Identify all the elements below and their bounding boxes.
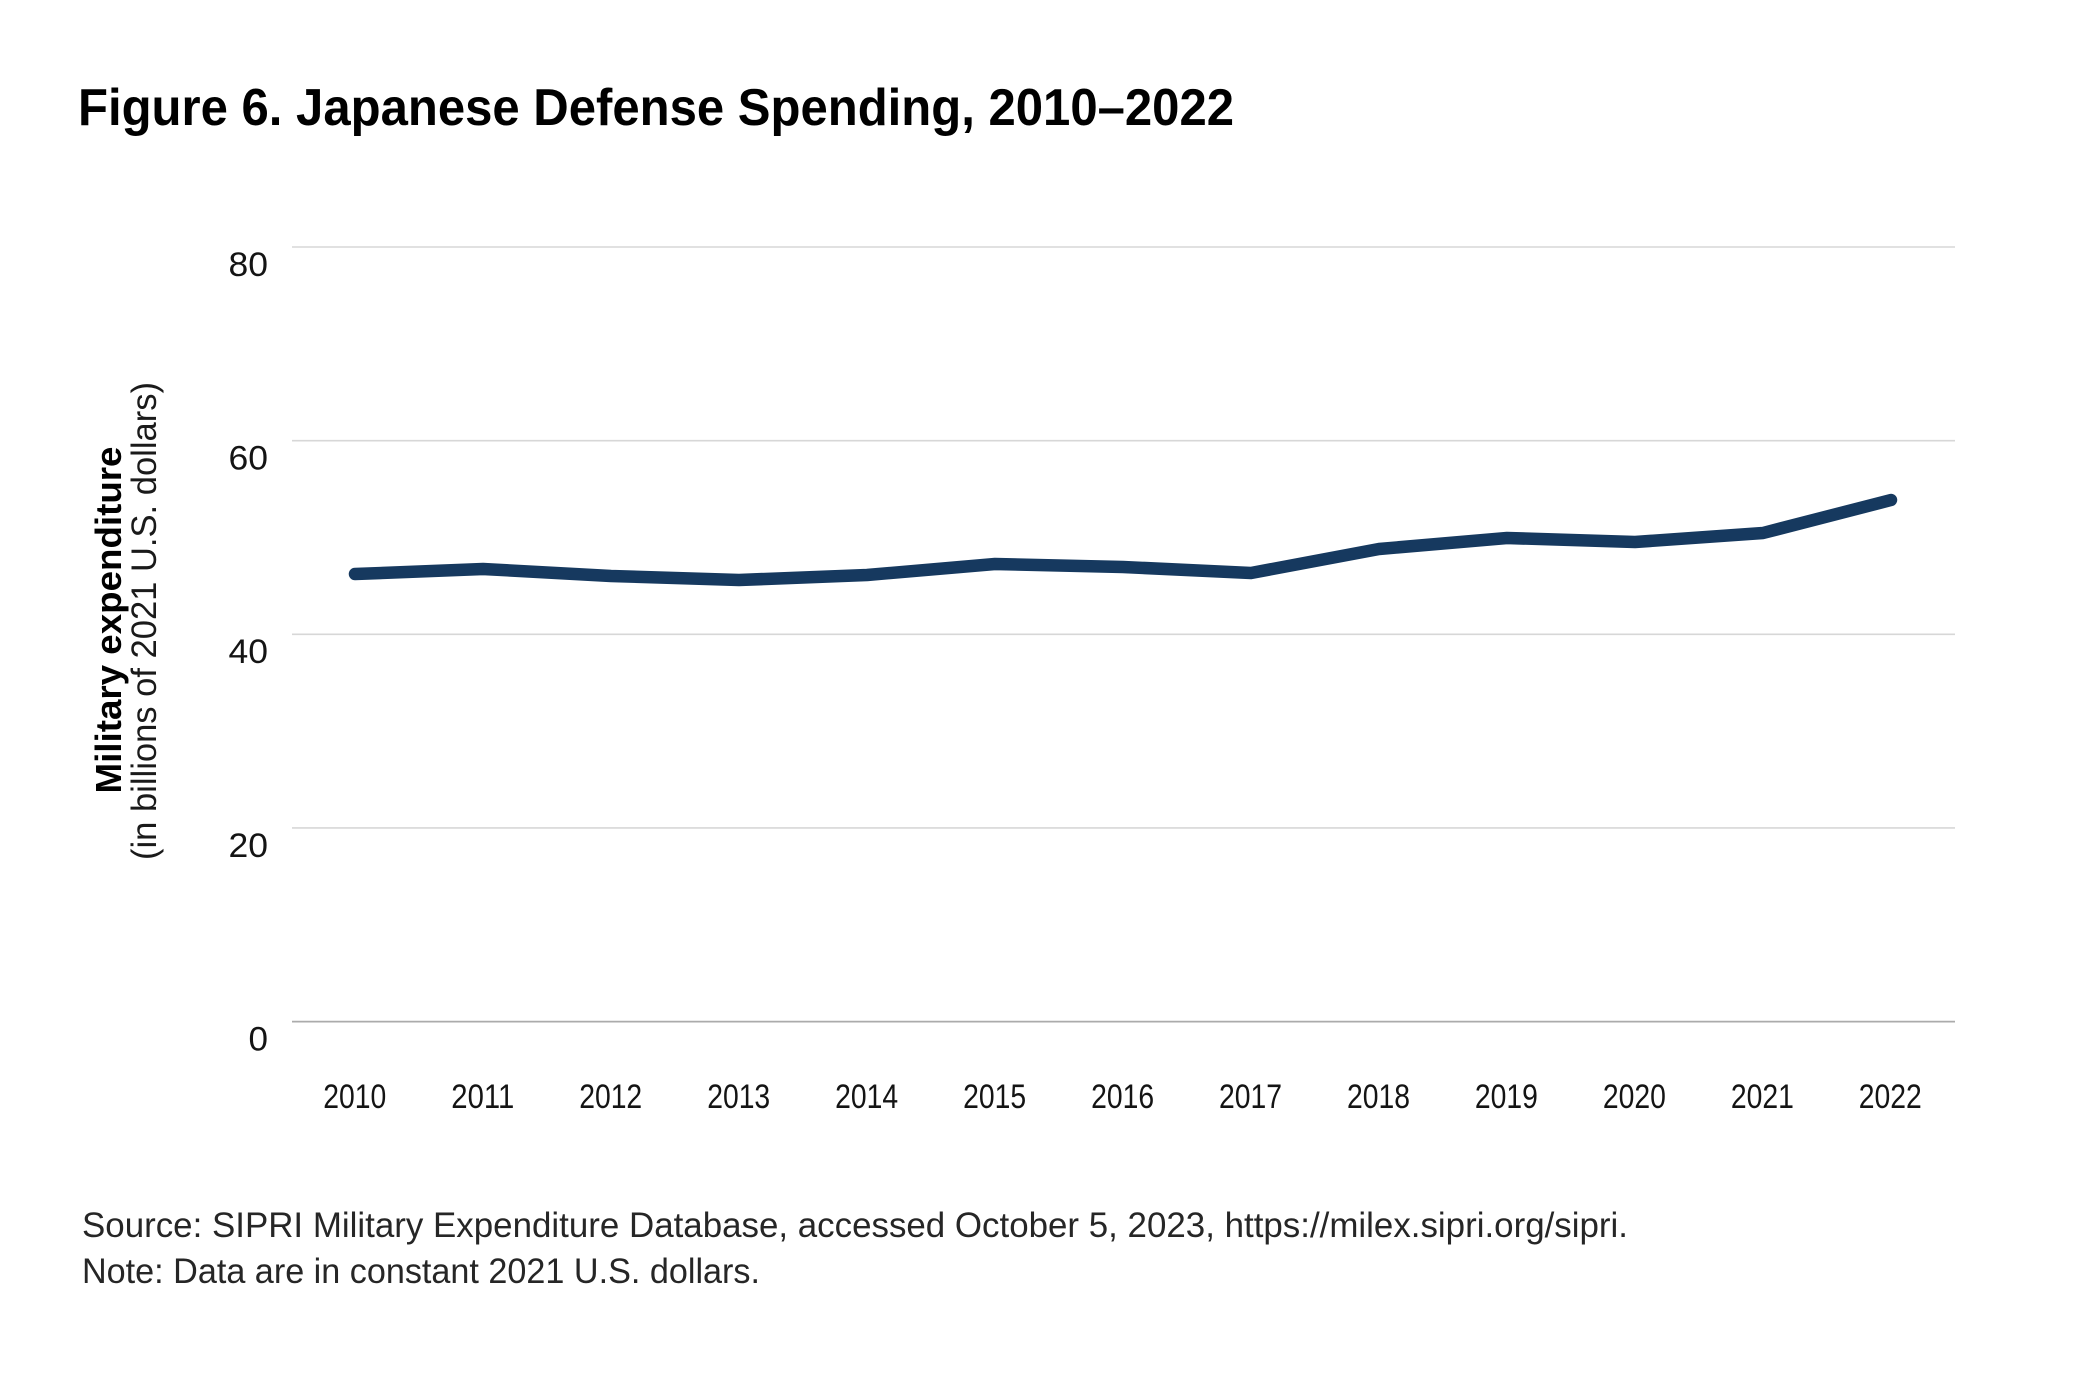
svg-text:2020: 2020 [1603,1078,1666,1116]
svg-text:2021: 2021 [1731,1078,1794,1116]
svg-text:2022: 2022 [1859,1078,1922,1116]
svg-text:2015: 2015 [963,1078,1026,1116]
svg-text:2017: 2017 [1219,1078,1282,1116]
svg-text:Military expenditure: Military expenditure [88,447,129,794]
svg-text:2013: 2013 [707,1078,770,1116]
svg-text:Figure 6. Japanese Defense Spe: Figure 6. Japanese Defense Spending, 201… [78,79,1234,137]
svg-text:2011: 2011 [451,1078,514,1116]
svg-text:2012: 2012 [579,1078,642,1116]
svg-text:Note: Data are in constant 202: Note: Data are in constant 2021 U.S. dol… [82,1252,760,1291]
svg-text:2014: 2014 [835,1078,898,1116]
svg-text:0: 0 [249,1021,269,1059]
svg-text:Source: SIPRI Military Expendi: Source: SIPRI Military Expenditure Datab… [82,1206,1628,1245]
svg-text:60: 60 [229,440,269,478]
svg-text:2018: 2018 [1347,1078,1410,1116]
svg-text:2016: 2016 [1091,1078,1154,1116]
svg-text:40: 40 [229,633,269,671]
svg-text:20: 20 [229,827,269,865]
svg-text:2019: 2019 [1475,1078,1538,1116]
svg-text:80: 80 [229,246,269,284]
svg-text:(in billions of 2021 U.S. doll: (in billions of 2021 U.S. dollars) [125,382,164,860]
svg-text:2010: 2010 [323,1078,386,1116]
